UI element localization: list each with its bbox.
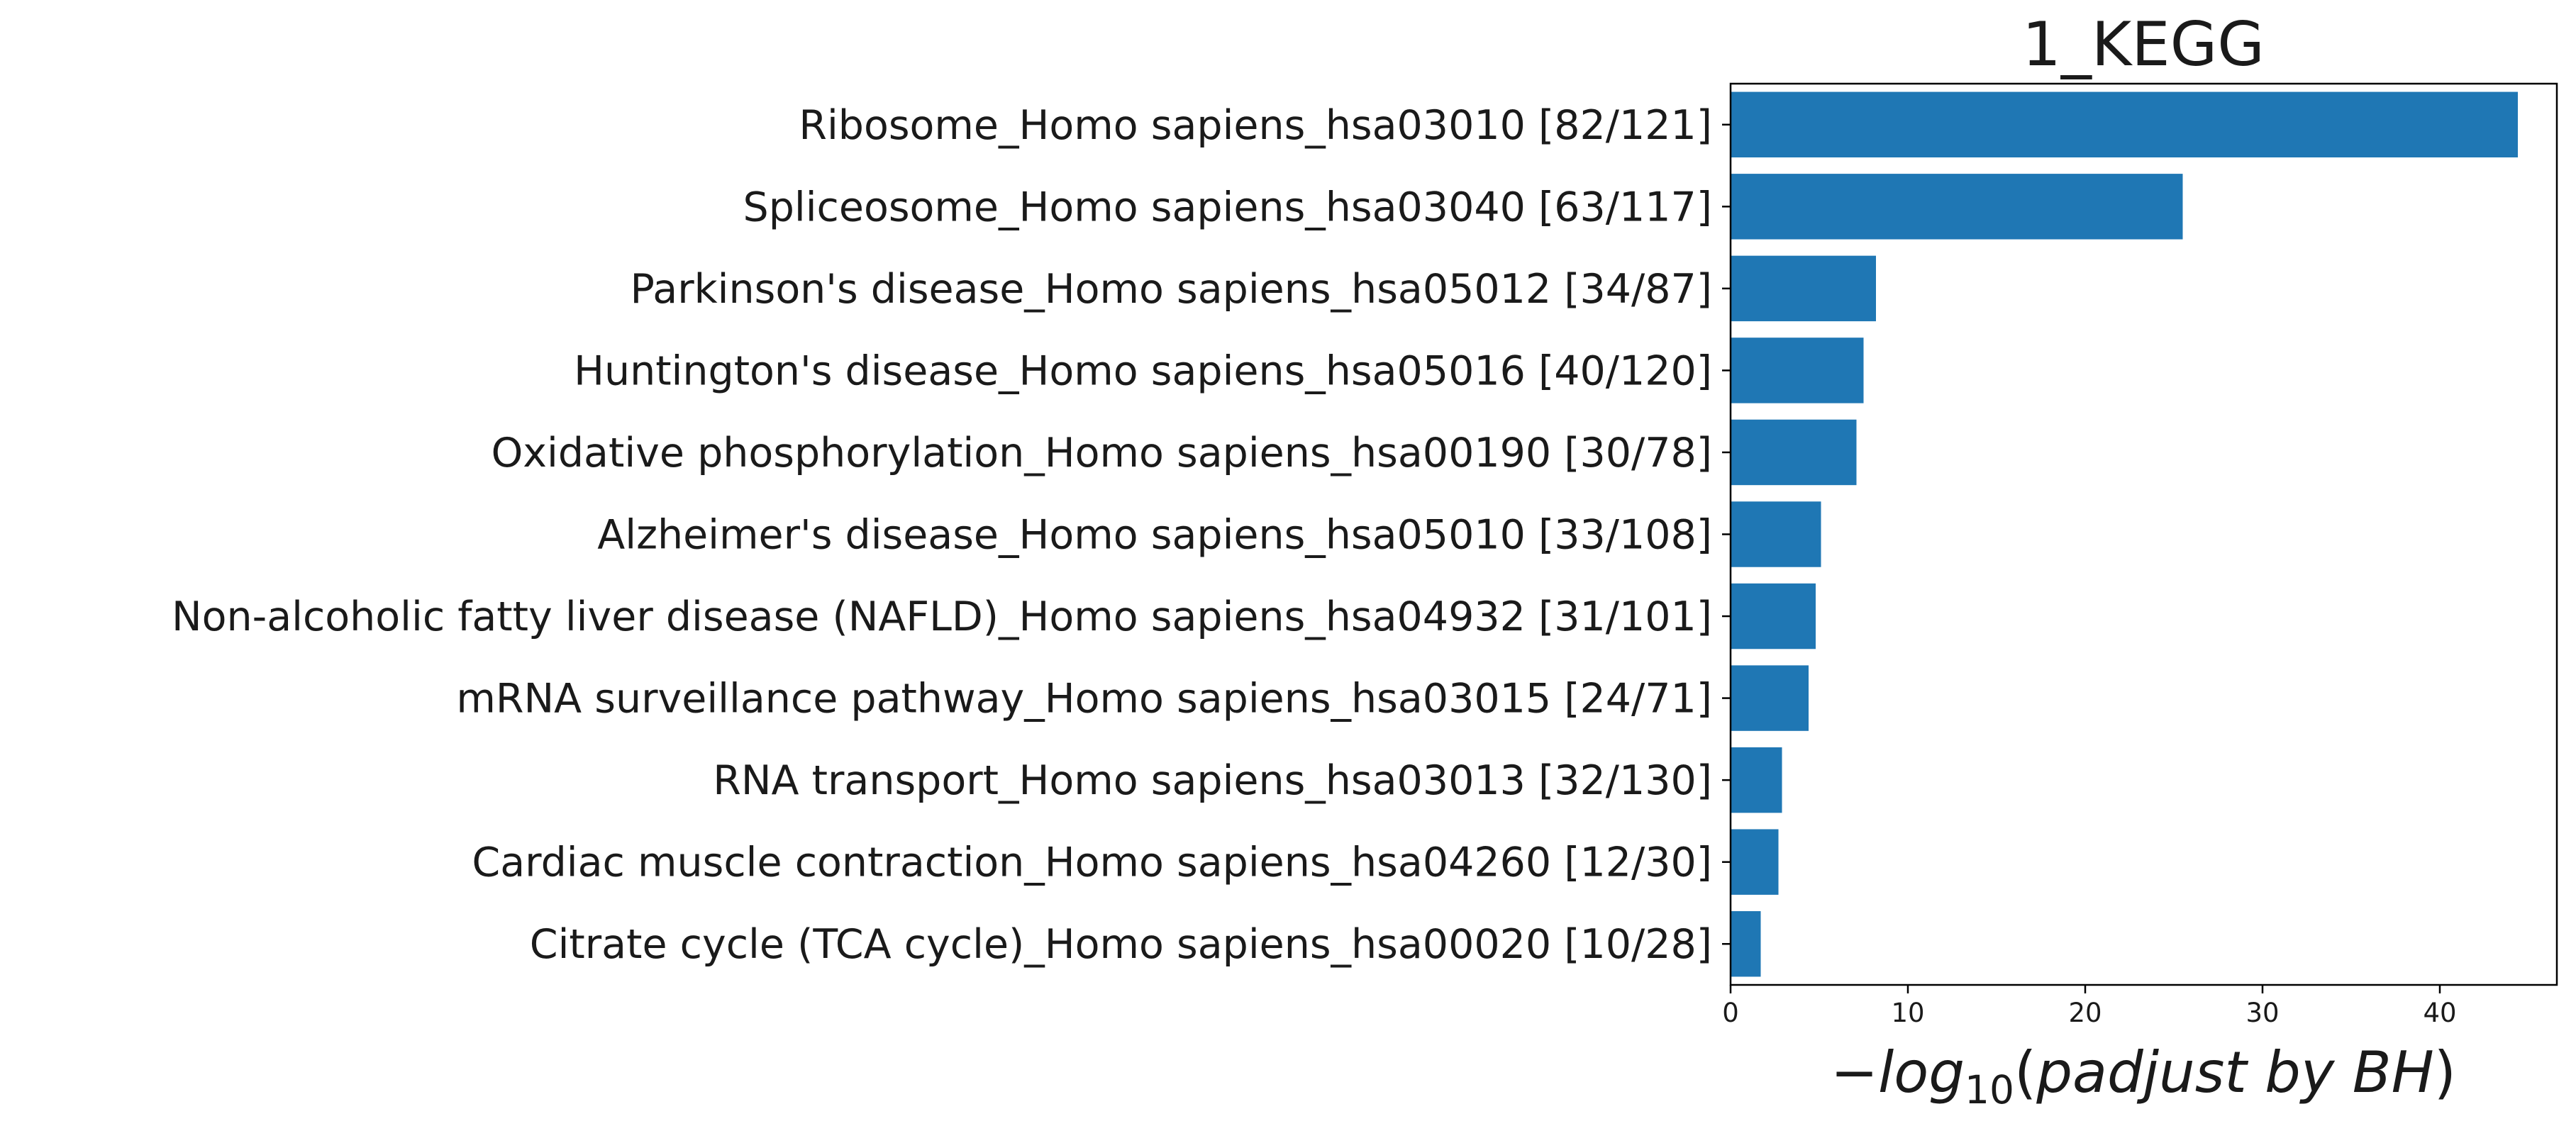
y-tick-label-5: Oxidative phosphorylation_Homo sapiens_h… [491,430,1712,476]
x-axis-label-minus: − [1831,1039,1878,1105]
y-tick-label-6: Alzheimer's disease_Homo sapiens_hsa0501… [597,512,1712,559]
bar-1 [1731,91,2518,157]
y-tick-label-8: mRNA surveillance pathway_Homo sapiens_h… [456,676,1712,723]
y-tick-label-9: RNA transport_Homo sapiens_hsa03013 [32/… [713,757,1712,804]
bars-layer [1731,91,2518,977]
plot-frame [1729,82,2558,986]
x-axis-label-text: padjust by BH [2036,1039,2434,1105]
y-tick-label-1: Ribosome_Homo sapiens_hsa03010 [82/121] [799,102,1712,149]
x-axis-label-open-paren: ( [2014,1039,2036,1105]
bar-7 [1731,583,1816,650]
category-labels-layer: Ribosome_Homo sapiens_hsa03010 [82/121] S… [172,102,1712,968]
x-axis-label: −log10(padjust by BH) [1831,1039,2456,1113]
x-axis-label-base: 10 [1965,1067,2014,1113]
bar-3 [1731,255,1876,322]
bar-2 [1731,174,2183,240]
bar-8 [1731,665,1809,731]
y-tick-label-11: Citrate cycle (TCA cycle)_Homo sapiens_h… [530,921,1712,968]
bar-5 [1731,419,1857,486]
bar-9 [1731,747,1782,813]
y-ticks-layer [1722,123,1731,945]
chart-title: 1_KEGG [2022,9,2265,80]
x-tick-label-20: 20 [2068,998,2102,1028]
x-tick-label-0: 0 [1722,998,1739,1028]
bar-11 [1731,911,1761,977]
y-tick-label-7: Non-alcoholic fatty liver disease (NAFLD… [172,593,1712,640]
x-axis-label-func: log [1878,1039,1965,1105]
x-tick-label-40: 40 [2423,998,2456,1028]
x-tick-label-10: 10 [1891,998,1924,1028]
x-axis-label-close-paren: ) [2434,1039,2456,1105]
y-tick-label-3: Parkinson's disease_Homo sapiens_hsa0501… [630,266,1712,313]
bar-6 [1731,501,1821,567]
bar-10 [1731,829,1779,895]
x-tick-label-30: 30 [2245,998,2279,1028]
x-ticks-layer: 0 10 20 30 40 [1722,985,2457,1028]
y-tick-label-10: Cardiac muscle contraction_Homo sapiens_… [472,840,1712,886]
y-tick-label-2: Spliceosome_Homo sapiens_hsa03040 [63/11… [743,184,1712,230]
bar-4 [1731,338,1864,403]
y-tick-label-4: Huntington's disease_Homo sapiens_hsa050… [574,347,1712,394]
